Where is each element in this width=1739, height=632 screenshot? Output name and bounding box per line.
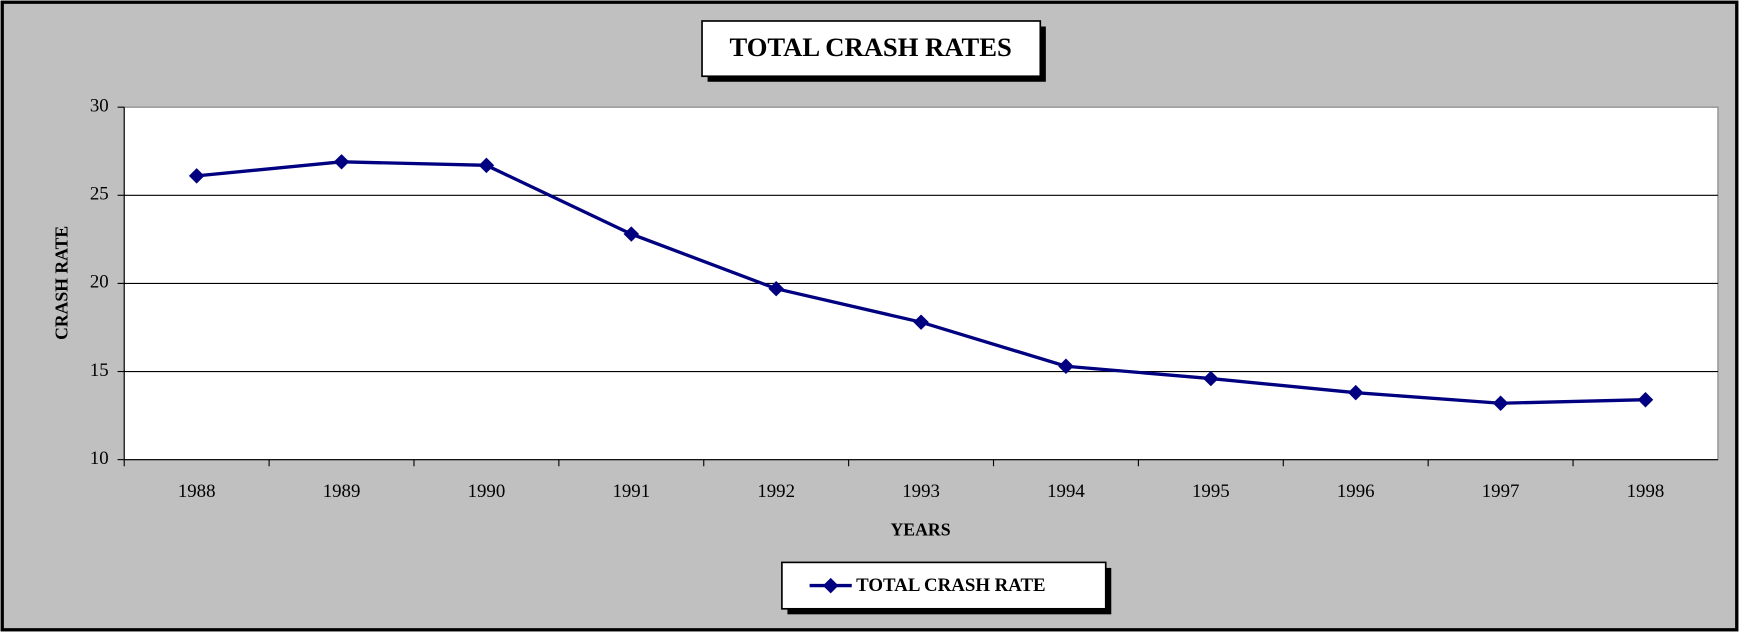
x-tick-label: 1990 [468,481,506,502]
title-box [701,20,1042,78]
x-tick-label: 1992 [757,481,795,502]
data-point [1058,358,1074,374]
y-axis-label: CRASH RATE [51,226,71,340]
data-point [1492,395,1509,411]
data-point [768,280,784,297]
y-tick-label: 25 [90,184,109,205]
chart-title: TOTAL CRASH RATES [729,32,1011,62]
data-point [913,314,929,330]
x-tick-label: 1995 [1192,481,1230,502]
y-tick-label: 15 [90,360,109,381]
data-point [1347,384,1364,401]
x-tick-label: 1988 [178,481,216,502]
data-point [623,226,640,242]
y-tick-label: 10 [90,448,109,469]
x-tick-label: 1997 [1482,481,1520,502]
x-tick-label: 1993 [902,481,940,502]
legend-marker [822,577,839,594]
y-tick-label: 20 [90,272,109,293]
x-tick-label: 1994 [1047,481,1085,502]
x-tick-label: 1998 [1627,481,1665,502]
x-tick-label: 1996 [1337,481,1375,502]
x-tick-label: 1989 [323,481,361,502]
x-axis-label: YEARS [890,520,950,540]
x-tick-label: 1991 [612,481,650,502]
legend-label: TOTAL CRASH RATE [856,575,1045,596]
y-tick-label: 30 [90,96,109,117]
